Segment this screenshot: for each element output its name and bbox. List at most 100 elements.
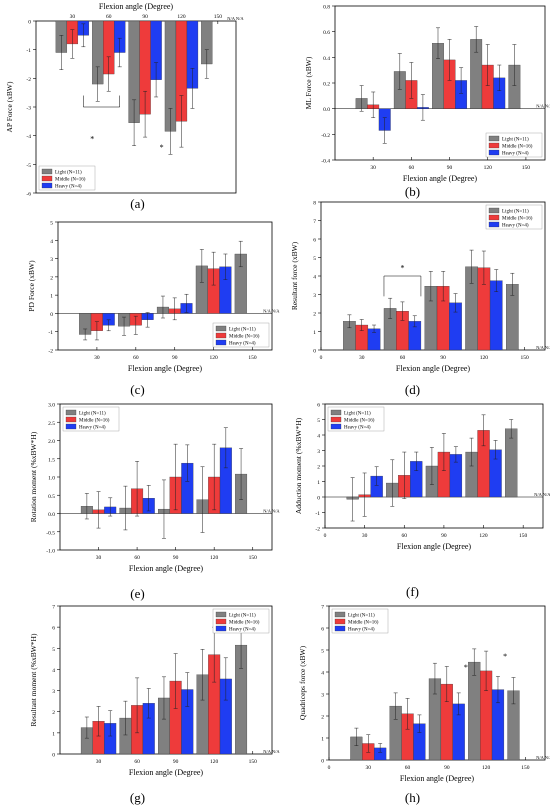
y-axis-label: Quadriceps force (xBW) <box>298 645 307 720</box>
legend: Light (N=11) Middle (N=16) Heavy (N=4) <box>62 406 120 432</box>
y-tick-label: 1 <box>50 294 53 300</box>
legend-entry: Middle (N=16) <box>229 335 260 340</box>
legend-entry: Heavy (N=4) <box>229 342 256 347</box>
legend-swatch <box>215 611 227 618</box>
panel-caption: (c) <box>130 382 145 397</box>
legend: Light (N=11) Middle (N=16) Heavy (N=4) <box>212 608 270 634</box>
x-tick-label: 120 <box>482 765 491 771</box>
legend-swatch <box>41 175 53 182</box>
y-tick-label: 3 <box>321 693 324 699</box>
legend: Light (N=11) Middle (N=16) Heavy (N=4) <box>485 204 543 230</box>
significance-star: * <box>90 134 94 143</box>
y-tick-label: 0 <box>52 753 55 759</box>
y-tick-label: 4 <box>52 668 55 674</box>
legend-entry: Heavy (N=4) <box>229 628 256 633</box>
y-tick-label: 2 <box>321 715 324 721</box>
x-axis-label: Flexion angle (Degree) <box>129 768 204 777</box>
y-axis-label: PD Force (xBW) <box>27 260 36 312</box>
y-tick-label: 3 <box>313 293 316 299</box>
na-label: N/A N/A <box>534 492 550 497</box>
y-tick-label: -2 <box>48 349 53 355</box>
significance-star: * <box>400 263 404 272</box>
x-tick-label: 30 <box>359 355 365 361</box>
y-tick-label: 0.6 <box>323 30 330 36</box>
y-tick-label: 0.5 <box>48 494 55 500</box>
y-tick-label: 7 <box>313 219 316 225</box>
legend-swatch <box>488 207 500 214</box>
x-tick-label: 60 <box>405 765 411 771</box>
chart-a: 0 -1 -2 -3 -4 -5 -6 30 60 90 120 150 Flexion angle (… <box>5 2 244 198</box>
chart-panel-b: -0.4 -0.2 0.0 0.2 0.4 0.6 0.8 30 60 90 120 150 Flexi… <box>275 0 550 202</box>
y-tick-label: 8 <box>313 201 316 207</box>
y-axis-label: AP Force (xBW) <box>5 81 14 132</box>
legend-entry: Middle (N=16) <box>344 419 375 424</box>
x-tick-label: 120 <box>210 555 219 561</box>
significance-star: * <box>503 652 507 661</box>
y-tick-label: -2 <box>26 77 31 83</box>
legend-entry: Heavy (N=4) <box>79 426 106 431</box>
significance-bracket <box>83 95 120 108</box>
y-axis-label: Resultant moment (%xBW*H) <box>29 633 38 726</box>
y-tick-label: -0.5 <box>46 530 55 536</box>
x-tick-label: 150 <box>519 533 528 539</box>
legend-swatch <box>215 339 227 346</box>
y-tick-label: 0.4 <box>323 56 330 62</box>
legend-entry: Light (N=11) <box>348 614 375 619</box>
x-tick-label: 30 <box>366 765 372 771</box>
legend-swatch <box>330 416 342 423</box>
x-tick-label: 30 <box>94 355 100 361</box>
x-tick-label: 90 <box>142 14 148 20</box>
x-axis-label: Flexion angle (Degree) <box>128 364 203 373</box>
legend: Light (N=11) Middle (N=16) Heavy (N=4) <box>38 165 96 191</box>
legend-entry: Light (N=11) <box>229 328 256 333</box>
legend-entry: Heavy (N=4) <box>55 185 82 190</box>
y-tick-label: 1 <box>52 731 55 737</box>
panel-caption: (d) <box>404 382 421 397</box>
legend-entry: Heavy (N=4) <box>348 628 375 633</box>
legend-entry: Heavy (N=4) <box>502 224 529 229</box>
x-tick-label: 60 <box>106 14 112 20</box>
legend-swatch <box>488 214 500 221</box>
chart-c: -2 -1 0 1 2 3 4 5 30 60 90 120 150 Flexion angle (Deg… <box>27 221 280 374</box>
y-tick-label: 5 <box>317 418 320 424</box>
chart-panel-a: 0 -1 -2 -3 -4 -5 -6 30 60 90 120 150 Flexion angle (… <box>0 0 275 211</box>
y-tick-label: 2 <box>317 465 320 471</box>
legend-entry: Light (N=11) <box>502 138 529 143</box>
significance-star: * <box>160 143 164 152</box>
y-axis-label: ML Force (xBW) <box>304 56 313 109</box>
legend-swatch <box>334 618 346 625</box>
legend-swatch <box>41 182 53 189</box>
x-tick-label: 120 <box>479 533 488 539</box>
x-tick-label: 150 <box>521 355 530 361</box>
x-tick-label: 30 <box>96 555 102 561</box>
legend-entry: Middle (N=16) <box>348 621 379 626</box>
y-tick-label: 4 <box>321 671 324 677</box>
na-label: N/A N/A <box>263 509 280 514</box>
y-tick-label: 0 <box>313 349 316 355</box>
y-tick-label: 5 <box>321 649 324 655</box>
legend-swatch <box>488 142 500 149</box>
x-axis-label: Flexion angle (Degree) <box>403 174 478 183</box>
legend: Light (N=11) Middle (N=16) Heavy (N=4) <box>485 132 543 158</box>
y-tick-label: 7 <box>321 605 324 611</box>
legend-entry: Light (N=11) <box>344 412 371 417</box>
x-tick-label: 0 <box>324 533 327 539</box>
y-tick-label: 4 <box>317 434 320 440</box>
y-tick-label: 3 <box>50 257 53 263</box>
y-tick-label: 0 <box>50 312 53 318</box>
y-tick-label: -3 <box>26 106 31 112</box>
legend-swatch <box>334 611 346 618</box>
x-tick-label: 150 <box>249 759 258 765</box>
legend-swatch <box>65 416 77 423</box>
x-tick-label: 60 <box>134 759 140 765</box>
y-axis-label: Rotation moment (%xBW*H) <box>29 431 38 522</box>
legend-swatch <box>215 618 227 625</box>
x-tick-label: 0 <box>328 765 331 771</box>
x-tick-label: 120 <box>177 14 186 20</box>
legend-swatch <box>330 409 342 416</box>
na-label: N/A N/A <box>536 345 550 350</box>
x-axis-label: Flexion angle (Degree) <box>99 2 174 11</box>
legend-entry: Middle (N=16) <box>79 419 110 424</box>
y-tick-label: 1 <box>321 737 324 743</box>
significance-star: * <box>464 663 468 672</box>
